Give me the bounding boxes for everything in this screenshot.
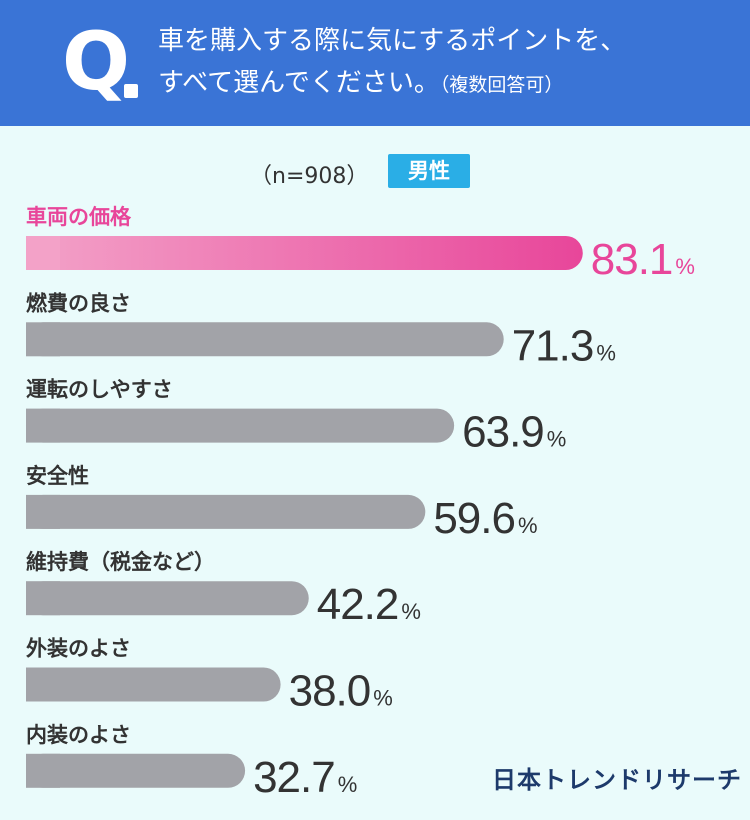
- value-label-1: 71.3%: [512, 321, 616, 370]
- category-label-4: 維持費（税金など）: [26, 550, 215, 574]
- category-label-1: 燃費の良さ: [26, 291, 131, 315]
- question-line-1: 車を購入する際に気にするポイントを、: [158, 26, 627, 56]
- bar-3: [26, 494, 426, 529]
- bar-4: [26, 581, 309, 616]
- category-label-0: 車両の価格: [26, 205, 132, 229]
- value-label-3: 59.6%: [433, 494, 537, 543]
- value-unit-6: %: [338, 772, 357, 797]
- value-label-4: 42.2%: [317, 580, 421, 629]
- value-number-1: 71.3: [512, 321, 594, 370]
- bar-left-cap-5: [26, 667, 60, 702]
- brand-logo-text: 日本トレンドリサーチ: [492, 766, 742, 794]
- bar-left-cap-4: [26, 581, 60, 616]
- bar-left-cap-6: [26, 753, 60, 788]
- value-number-2: 63.9: [462, 408, 544, 457]
- value-label-6: 32.7%: [253, 753, 357, 802]
- value-number-6: 32.7: [253, 753, 335, 802]
- bar-0: [26, 236, 583, 270]
- category-label-3: 安全性: [26, 464, 89, 488]
- bar-6: [26, 753, 246, 788]
- question-note: （複数回答可）: [439, 74, 564, 96]
- chart-meta: （n=908） 男性: [0, 152, 750, 192]
- value-label-0: 83.1%: [591, 235, 695, 284]
- bar-left-cap-1: [26, 322, 60, 357]
- category-label-6: 内装のよさ: [26, 723, 131, 747]
- bar-left-cap-0: [26, 236, 60, 270]
- question-line-2: すべて選んでください。（複数回答可）: [158, 62, 738, 106]
- bar-left-cap-2: [26, 408, 60, 443]
- q-mark: Q: [62, 15, 130, 108]
- gender-badge: 男性: [388, 154, 470, 188]
- value-unit-5: %: [373, 686, 392, 711]
- value-label-2: 63.9%: [462, 408, 566, 457]
- value-number-4: 42.2: [317, 580, 399, 629]
- value-number-0: 83.1: [591, 235, 673, 284]
- question-text: 車を購入する際に気にするポイントを、 すべて選んでください。（複数回答可）: [158, 20, 738, 106]
- category-label-5: 外装のよさ: [26, 637, 131, 661]
- question-header: Q 車を購入する際に気にするポイントを、 すべて選んでください。（複数回答可）: [0, 0, 750, 126]
- q-dot-shape: [124, 84, 138, 98]
- sample-size-label: （n=908）: [250, 164, 369, 189]
- value-number-3: 59.6: [433, 494, 515, 543]
- category-label-2: 運転のしやすさ: [26, 378, 173, 402]
- bar-1: [26, 322, 504, 357]
- bar-2: [26, 408, 455, 443]
- question-line-2-main: すべて選んでください。: [158, 68, 440, 98]
- value-label-5: 38.0%: [289, 667, 393, 716]
- bar-5: [26, 667, 281, 702]
- value-unit-2: %: [547, 427, 566, 452]
- value-unit-4: %: [401, 599, 420, 624]
- value-unit-0: %: [675, 254, 694, 279]
- value-unit-3: %: [518, 513, 537, 538]
- value-unit-1: %: [596, 340, 615, 365]
- value-number-5: 38.0: [289, 667, 371, 716]
- bar-left-cap-3: [26, 494, 60, 529]
